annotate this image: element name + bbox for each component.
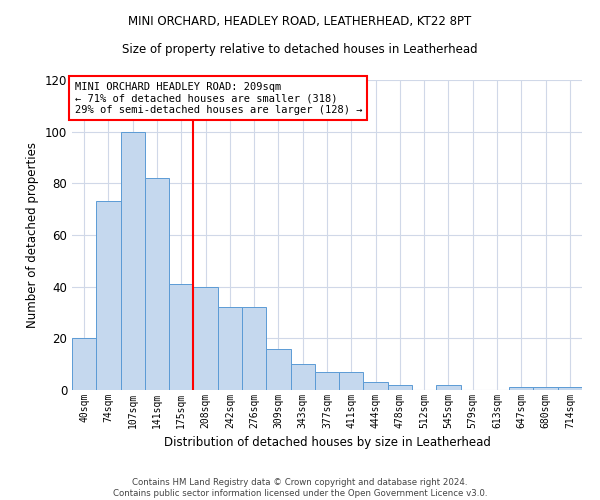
Bar xyxy=(121,132,145,390)
Bar xyxy=(388,385,412,390)
Text: Contains HM Land Registry data © Crown copyright and database right 2024.
Contai: Contains HM Land Registry data © Crown c… xyxy=(113,478,487,498)
Bar xyxy=(218,308,242,390)
Y-axis label: Number of detached properties: Number of detached properties xyxy=(26,142,39,328)
Bar xyxy=(558,388,582,390)
Text: MINI ORCHARD HEADLEY ROAD: 209sqm
← 71% of detached houses are smaller (318)
29%: MINI ORCHARD HEADLEY ROAD: 209sqm ← 71% … xyxy=(74,82,362,115)
Bar xyxy=(169,284,193,390)
Bar xyxy=(290,364,315,390)
Bar xyxy=(339,372,364,390)
Bar xyxy=(509,388,533,390)
Bar xyxy=(266,348,290,390)
Text: Size of property relative to detached houses in Leatherhead: Size of property relative to detached ho… xyxy=(122,42,478,56)
Bar xyxy=(96,202,121,390)
Bar xyxy=(242,308,266,390)
Bar xyxy=(315,372,339,390)
Bar xyxy=(193,286,218,390)
Bar xyxy=(364,382,388,390)
Bar xyxy=(436,385,461,390)
Bar xyxy=(533,388,558,390)
Text: MINI ORCHARD, HEADLEY ROAD, LEATHERHEAD, KT22 8PT: MINI ORCHARD, HEADLEY ROAD, LEATHERHEAD,… xyxy=(128,15,472,28)
Bar xyxy=(72,338,96,390)
X-axis label: Distribution of detached houses by size in Leatherhead: Distribution of detached houses by size … xyxy=(164,436,490,450)
Bar xyxy=(145,178,169,390)
